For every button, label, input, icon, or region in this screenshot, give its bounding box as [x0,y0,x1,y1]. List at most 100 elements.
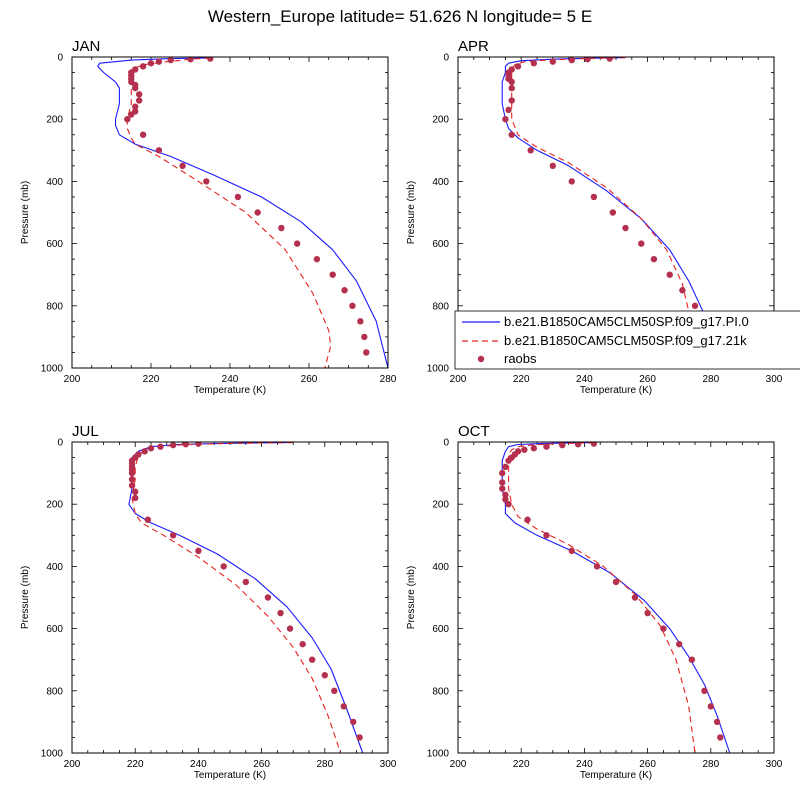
panel-0-raobs-point [203,178,210,185]
panel-3-raobs-point [644,609,651,617]
panel-1-xtick-label: 280 [702,374,719,385]
panel-1-raobs-point [502,116,509,123]
panel-1-xtick-label: 220 [513,374,530,385]
panel-0-raobs-point [234,193,242,201]
panel-1-raobs-point [527,147,534,154]
panel-3-line-21k [508,442,696,753]
panel-2-raobs-point [132,494,139,502]
panel-1-raobs-point [508,84,515,92]
panel-2-raobs-point [286,625,294,632]
panel-0-ytick-label: 0 [57,53,63,64]
panel-2-raobs-point [182,442,189,448]
panel-2-raobs-point [277,609,284,617]
panel-3-raobs-point [590,442,598,447]
panel-3-raobs-point [502,496,509,503]
panel-0-xtick-label: 240 [222,374,239,385]
panel-1-xtick-label: 240 [576,374,593,385]
panel-2-ytick-label: 600 [46,624,63,635]
panel-3-raobs-point [559,442,566,449]
panel-2-raobs-point [132,488,139,495]
panel-3-raobs-point [502,463,509,471]
panel-2-ytick-label: 1000 [41,749,64,760]
panel-0-raobs-point [155,147,163,154]
panel-1-raobs-point [514,63,522,70]
panel-3-raobs-point [530,445,538,452]
panel-1-raobs-point [638,240,645,247]
panel-0-ylabel: Pressure (mb) [20,181,31,244]
panel-3-xtick-label: 260 [639,759,656,770]
panel-2-raobs-point [356,734,363,741]
panel-2-xtick-label: 240 [190,759,207,770]
panel-0-xtick-label: 220 [143,374,160,385]
panel-2-raobs-point [128,482,136,489]
panel-3-xtick-label: 220 [513,759,530,770]
panel-2-xtick-label: 280 [316,759,333,770]
panel-2-xlabel: Temperature (K) [194,770,266,781]
panel-1-line-21k [511,57,696,368]
panel-1-raobs-point [505,106,512,114]
legend-marker-raobs [477,355,485,363]
panel-1-raobs-point [549,58,556,65]
panel-2-raobs-point [169,442,177,449]
panel-2-raobs-point [321,672,328,679]
panel-0-ytick-label: 200 [46,115,63,126]
panel-2-raobs-point [340,703,347,710]
panel-0-raobs-point [361,333,368,341]
panel-1-ytick-label: 400 [432,177,449,188]
panel-0-raobs-point [254,209,261,216]
panel-2-raobs-point [242,578,249,586]
legend-label-21k: b.e21.B1850CAM5CLM50SP.f09_g17.21k [504,333,747,348]
panel-2-raobs-point [195,442,202,447]
panel-0-raobs-point [167,57,174,64]
panel-0-raobs-point [132,103,139,110]
panel-2-line-pi [128,442,364,753]
panel-3-ytick-label: 0 [443,438,449,449]
panel-3-ytick-label: 400 [432,562,449,573]
panel-1-ytick-label: 1000 [427,364,450,375]
panel-3-raobs-point [717,734,724,741]
panel-1-raobs-point [691,302,699,309]
panel-0-raobs-point [341,287,348,294]
panel-2-title: JUL [72,423,99,440]
panel-2-xtick-label: 200 [64,759,81,770]
panel-2-ylabel: Pressure (mb) [20,566,31,629]
figure-title: Western_Europe latitude= 51.626 N longit… [208,7,592,26]
legend-label-raobs: raobs [504,351,537,366]
panel-3-xtick-label: 200 [450,759,467,770]
panel-1-raobs-point [650,255,658,263]
panel-0-raobs-point [293,240,301,247]
panel-0-raobs-point [124,116,131,123]
panel-0-raobs-point [128,111,135,118]
panel-3-raobs-point [631,594,639,601]
panel-3-raobs-point [524,516,531,523]
panel-3-raobs-point [505,501,512,508]
panel-3-ylabel: Pressure (mb) [406,566,417,629]
panel-3-raobs-point [505,457,512,464]
panel-1-raobs-point [679,287,686,294]
panel-1-ytick-label: 200 [432,115,449,126]
panel-2-raobs-point [128,469,136,477]
panel-3-xtick-label: 300 [766,759,783,770]
panel-0-raobs-point [207,57,214,62]
panel-2-xtick-label: 260 [253,759,270,770]
panel-1-raobs-point [568,57,575,64]
legend: b.e21.B1850CAM5CLM50SP.f09_g17.PI.0 b.e2… [454,310,800,370]
panel-2-line-21k [131,442,342,753]
panel-3-raobs-point [543,443,550,450]
panel-0-raobs-point [179,162,186,170]
panel-2-raobs-point [169,532,177,539]
panel-0-raobs-point [135,91,143,98]
panel-2-ytick-label: 400 [46,562,63,573]
panel-3-raobs-point [568,547,575,555]
panel-2-raobs-point [331,687,338,694]
panel-1-raobs-point [666,271,673,278]
panel-3-ytick-label: 1000 [427,749,450,760]
panel-2-raobs-point [350,718,357,726]
panel-3-xtick-label: 240 [576,759,593,770]
panel-0-ytick-label: 400 [46,177,63,188]
panel-0-xtick-label: 280 [380,374,397,385]
panel-0-raobs-point [135,97,143,104]
panel-0-frame [71,56,389,369]
panel-0-line-pi [97,57,388,368]
